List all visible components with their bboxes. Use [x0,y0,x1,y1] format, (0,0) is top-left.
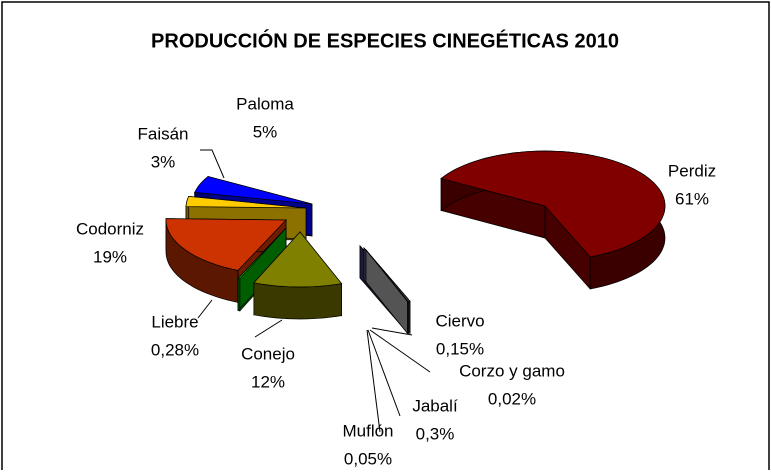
slice-value-label: 5% [253,122,278,141]
slice-value-label: 0,28% [151,340,199,359]
slice-label: Jabalí [412,396,458,415]
slice-value-label: 0,15% [436,339,484,358]
slice-value-label: 3% [151,152,176,171]
slice-label: Codorniz [76,219,144,238]
slice-value-label: 61% [675,189,709,208]
slice-label: Conejo [241,344,295,363]
slice-label: Perdiz [668,161,716,180]
slice-label: Ciervo [435,311,484,330]
chart-title: PRODUCCIÓN DE ESPECIES CINEGÉTICAS 2010 [151,28,619,52]
slice-value-label: 0,02% [488,389,536,408]
slice-value-label: 0,3% [416,424,455,443]
slice-value-label: 0,05% [344,449,392,468]
slice-value-label: 19% [93,247,127,266]
slice-rim [254,283,342,319]
slice-label: Corzo y gamo [459,361,565,380]
slice-label: Liebre [151,312,198,331]
slice-value-label: 12% [251,372,285,391]
slice-label: Muflón [342,421,393,440]
slice-label: Faisán [137,124,188,143]
slice-label: Paloma [236,94,294,113]
slice-rim [238,278,240,310]
